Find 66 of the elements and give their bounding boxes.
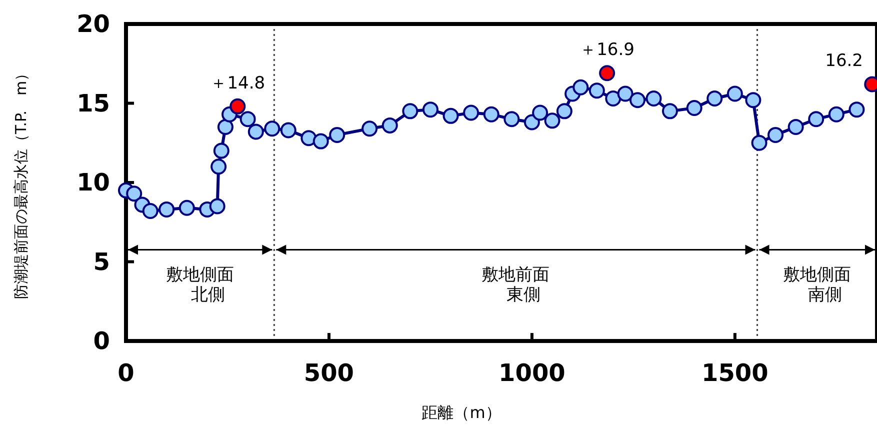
x-tick-label: 1500 <box>702 359 768 387</box>
annotation: 敷地側面 <box>166 264 234 285</box>
y-tick-label: 5 <box>93 248 110 276</box>
point <box>629 92 646 108</box>
point <box>617 86 634 102</box>
point <box>209 198 226 214</box>
point <box>382 117 398 134</box>
point <box>329 126 346 143</box>
x-tick-label: 500 <box>304 359 354 387</box>
point <box>463 104 480 121</box>
point <box>686 100 702 116</box>
point <box>280 122 296 138</box>
point <box>605 90 622 106</box>
point <box>788 119 804 136</box>
y-tick-label: 15 <box>76 89 110 118</box>
point <box>126 186 142 202</box>
point <box>300 130 317 146</box>
point <box>768 126 784 143</box>
annotation: 南側 <box>808 284 842 305</box>
x-tick-label: 0 <box>118 359 134 387</box>
data-label: ＋14.8 <box>210 73 266 94</box>
point <box>158 201 175 218</box>
point <box>230 98 246 114</box>
point <box>572 79 589 96</box>
point <box>726 86 743 102</box>
y-tick-label: 20 <box>76 10 110 38</box>
point <box>848 102 865 118</box>
point <box>745 92 762 108</box>
point <box>556 103 572 120</box>
point <box>599 65 616 82</box>
point <box>422 102 438 118</box>
point <box>217 119 234 136</box>
point <box>402 103 418 120</box>
point <box>646 90 662 106</box>
y-axis-title: 防潮堤前面の最高水位（T.P. m） <box>12 66 30 300</box>
annotation: 敷地前面 <box>482 264 550 285</box>
x-tick-label: 1000 <box>498 359 566 387</box>
data-label: 16.2 <box>825 51 863 72</box>
point <box>828 106 844 122</box>
point <box>532 104 548 121</box>
point <box>524 114 540 130</box>
point <box>142 203 158 220</box>
point <box>442 108 459 124</box>
point <box>808 111 824 128</box>
point <box>210 158 227 175</box>
y-tick-label: 10 <box>76 168 110 196</box>
point <box>312 133 329 150</box>
point <box>751 134 768 151</box>
annotation: 北側 <box>191 284 226 305</box>
point <box>483 106 500 122</box>
point <box>504 111 520 128</box>
annotation: 敷地側面 <box>783 264 852 285</box>
point <box>706 90 723 106</box>
point <box>588 82 605 99</box>
x-axis-title: 距離（m） <box>422 403 502 422</box>
point <box>362 120 378 137</box>
point <box>662 103 678 120</box>
point <box>544 112 560 129</box>
point <box>213 142 230 159</box>
y-tick-label: 0 <box>93 327 110 355</box>
data-label: ＋16.9 <box>580 40 634 60</box>
point <box>248 124 264 140</box>
point <box>178 200 195 216</box>
point <box>264 120 280 137</box>
point <box>240 111 256 128</box>
annotation: 東側 <box>506 284 541 305</box>
